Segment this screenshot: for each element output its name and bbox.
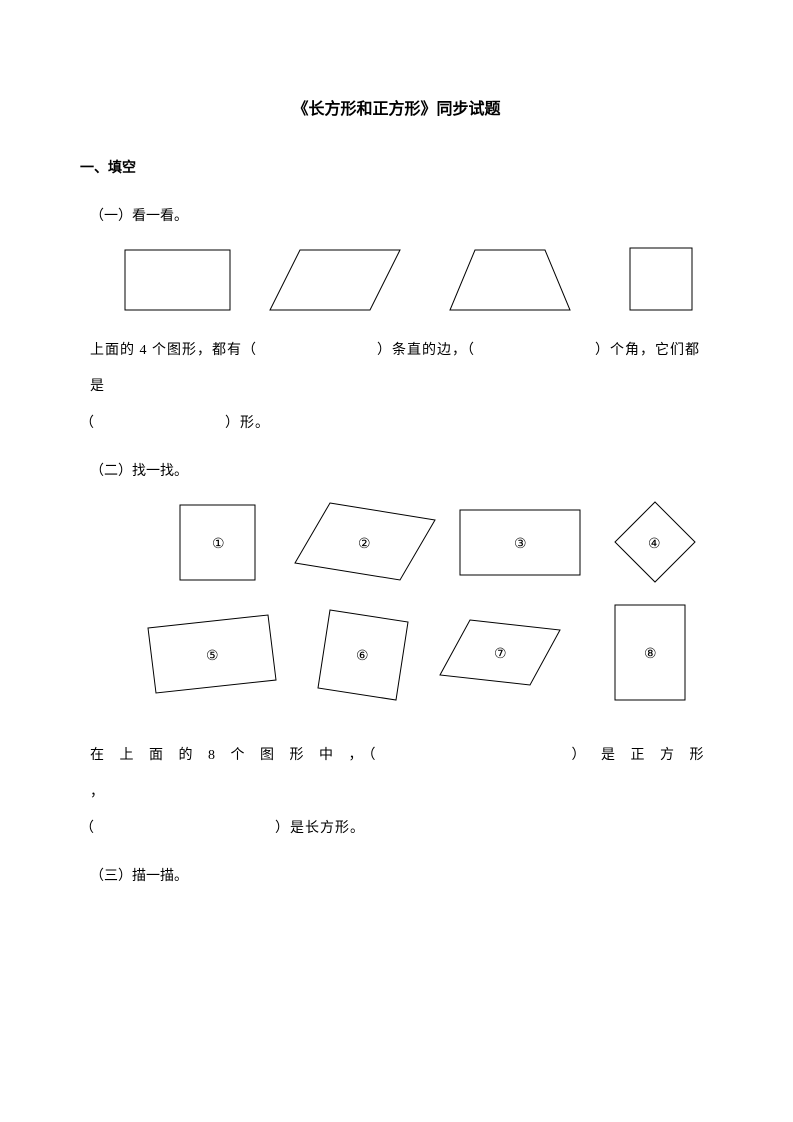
label-6: ⑥ [356,649,369,664]
shapes-grid: ① ② ③ ④ ⑤ ⑥ ⑦ ⑧ [90,500,710,720]
text: 上面的 4 个图形，都有（ [90,343,257,358]
shape-square [630,248,692,310]
part-2-sentence: 在 上 面 的 8 个 图 形 中 ，（） 是 正 方 形 ， [80,738,713,811]
part-1-heading: （一）看一看。 [80,205,713,225]
label-8: ⑧ [644,647,657,662]
part-2-shapes: ① ② ③ ④ ⑤ ⑥ ⑦ ⑧ [90,500,713,720]
shape-parallelogram [270,250,400,310]
shape-trapezoid [450,250,570,310]
part-1-sentence: 上面的 4 个图形，都有（）条直的边，（）个角，它们都是 [80,333,713,406]
part-2-heading: （二）找一找。 [80,460,713,480]
label-1: ① [212,537,225,552]
label-3: ③ [514,537,527,552]
text: ）是长方形。 [275,821,365,836]
shapes-row-1 [90,245,710,315]
part-2-sentence-2: （ ）是长方形。 [80,811,713,847]
text: 在 上 面 的 8 个 图 形 中 ，（ [90,748,382,763]
page-title: 《长方形和正方形》同步试题 [80,95,713,119]
text: （ [80,416,95,431]
text: ）条直的边，（ [377,343,475,358]
worksheet-page: 《长方形和正方形》同步试题 一、填空 （一）看一看。 上面的 4 个图形，都有（… [0,0,793,1122]
part-1-shapes [90,245,713,315]
section-1-heading: 一、填空 [80,157,713,177]
text: （ [80,821,95,836]
part-1-sentence-2: （ ）形。 [80,406,713,442]
shape-rectangle [125,250,230,310]
label-4: ④ [648,537,661,552]
label-2: ② [358,537,371,552]
label-5: ⑤ [206,649,219,664]
text: ）形。 [225,416,270,431]
part-3-heading: （三）描一描。 [80,865,713,885]
label-7: ⑦ [494,647,507,662]
